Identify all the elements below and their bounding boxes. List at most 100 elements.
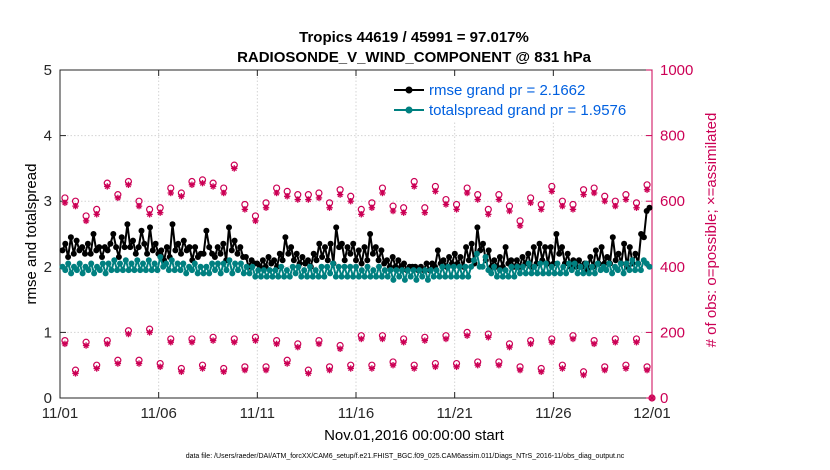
rmse-point [96,244,103,251]
obs-assimilated-marker [305,370,312,377]
rmse-point [130,237,136,244]
spread-point [73,267,80,274]
rmse-point [121,244,128,251]
spread-point [499,273,506,280]
obs-assimilated-marker [262,204,270,211]
rmse-point [206,244,213,251]
spread-point [165,267,172,274]
footer-data-file: data file: /Users/raeder/DAI/ATM_forcXX/… [186,453,625,460]
spread-point [223,267,230,274]
rmse-point [279,257,286,264]
spread-point [338,273,345,280]
spread-point [269,273,276,280]
spread-point [102,270,109,277]
rmse-point [502,244,509,251]
obs-assimilated-marker [294,196,301,203]
rmse-point [73,237,80,244]
series-lines [59,204,653,283]
obs-assimilated-marker [421,337,428,344]
rmse-point [175,240,182,247]
rmse-point [587,254,594,260]
rmse-point [276,250,283,257]
rmse-point [282,234,289,241]
spread-point [629,257,636,264]
y-left-tick-label: 2 [44,259,52,276]
spread-point [157,254,164,260]
rmse-point [237,244,244,251]
spread-point [114,267,121,274]
legend-spread-marker [405,106,413,114]
obs-assimilated-marker [125,330,132,338]
y-left-tick-label: 5 [44,62,52,79]
rmse-point [369,250,376,257]
rmse-point [556,250,563,257]
spread-point [145,257,152,264]
rmse-point [203,227,210,234]
spread-point [168,257,175,264]
spread-point [635,260,641,267]
obs-assimilated-marker [485,211,492,218]
rmse-point [226,224,232,231]
obs-assimilated-marker [358,211,365,218]
spread-point [180,260,187,267]
rmse-point [259,257,266,264]
rmse-point [169,221,176,228]
spread-point [140,260,146,267]
rmse-point [361,244,368,251]
rmse-point [621,240,628,247]
spread-point [295,263,302,270]
spread-point [321,273,328,280]
spread-point [502,267,509,274]
spread-point [566,260,572,267]
obs-assimilated-marker [368,365,376,372]
spread-point [496,267,503,274]
obs-assimilated-marker [262,366,270,374]
obs-assimilated-marker [463,332,471,339]
rmse-point [576,257,582,264]
obs-assimilated-marker [82,217,90,225]
rmse-point [118,234,125,241]
spread-point [79,270,86,277]
rmse-point [110,231,117,237]
y-left-tick-label: 4 [44,128,52,145]
spread-point [390,276,397,283]
rmse-point [372,244,379,251]
obs-assimilated-marker [622,196,630,203]
obs-assimilated-marker [590,189,598,197]
obs-assimilated-marker [442,201,450,208]
obs-assimilated-marker [432,188,439,195]
spread-point [404,267,411,274]
rmse-point [192,244,199,251]
spread-point [194,270,201,277]
rmse-point [293,250,300,257]
obs-assimilated-marker [146,211,153,218]
obs-assimilated-marker [612,202,619,210]
rmse-point [113,244,120,251]
obs-assimilated-marker [315,340,323,348]
spread-point [347,263,354,270]
rmse-point [530,244,537,251]
obs-assimilated-marker [411,365,418,372]
spread-point [76,260,83,267]
rmse-point [310,250,317,257]
obs-assimilated-marker [284,360,291,367]
chart-title-line1: Tropics 44619 / 45991 = 97.017% [299,29,529,46]
spread-point [620,270,627,277]
obs-assimilated-marker [104,183,111,190]
spread-point [370,267,377,274]
spread-point [571,260,578,267]
spread-point [453,273,460,280]
obs-assimilated-marker [326,204,333,211]
spread-point [436,273,443,280]
obs-assimilated-marker [209,337,217,344]
rmse-point [135,244,142,251]
rmse-point [324,257,331,264]
rmse-point [87,250,94,257]
y-left-tick-label: 1 [44,324,52,341]
spread-point [399,267,405,274]
spread-point [422,267,429,274]
spread-point [416,267,423,274]
spread-point [191,260,198,267]
spread-point [307,263,313,270]
obs-assimilated-marker [93,211,100,218]
